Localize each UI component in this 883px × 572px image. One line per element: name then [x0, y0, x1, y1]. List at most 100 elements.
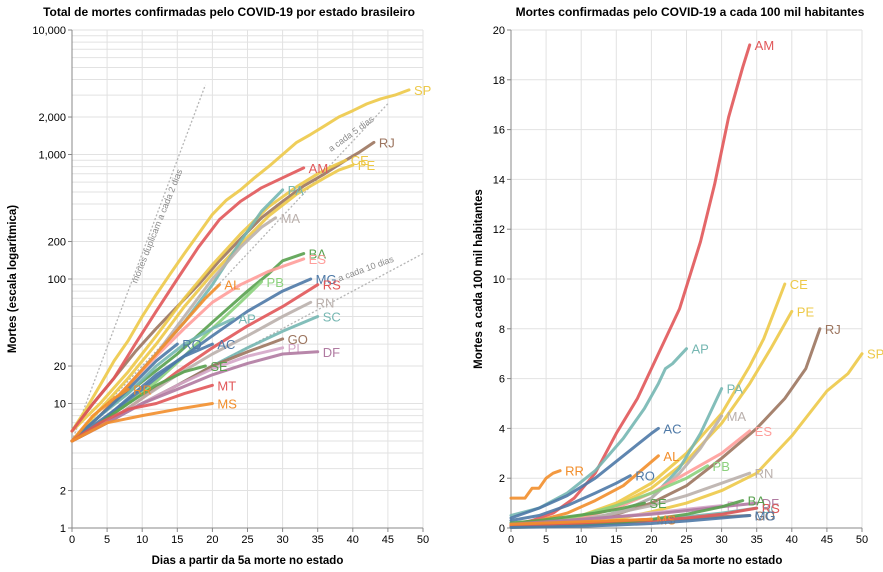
x-tick-label: 50: [417, 534, 429, 546]
series-label-al: AL: [663, 449, 679, 464]
series-line-rr: [509, 469, 562, 500]
series-line-ms: [70, 402, 214, 443]
series-label-mg: MG: [316, 272, 337, 287]
series-label-se: SE: [210, 359, 228, 374]
series-line-mg: [509, 514, 752, 529]
series-line-rj: [70, 140, 376, 433]
x-tick-label: 5: [543, 534, 549, 546]
series-line-df: [70, 350, 320, 443]
x-tick-label: 45: [821, 534, 833, 546]
series-line-se: [509, 501, 646, 525]
y-tick-label: 2: [499, 473, 505, 485]
series-line-ce: [70, 158, 348, 433]
series-label-sp: SP: [414, 83, 431, 98]
series-label-pe: PE: [797, 304, 815, 319]
grid-lines: [71, 29, 424, 529]
series-line-ro: [509, 474, 632, 522]
x-tick-label: 0: [508, 534, 514, 546]
x-tick-label: 40: [786, 534, 798, 546]
series-label-sc: SC: [762, 501, 780, 516]
series-label-am: AM: [755, 38, 775, 53]
y-tick-label: 10: [493, 274, 505, 286]
series-label-pa: PA: [727, 382, 744, 397]
x-axis-title: Dias a partir da 5a morte no estado: [591, 555, 783, 567]
series-label-rr: RR: [133, 382, 152, 397]
series-label-go: GO: [755, 509, 775, 524]
x-tick-label: 25: [680, 534, 692, 546]
x-tick-label: 30: [715, 534, 727, 546]
y-axis-title: Mortes (escala logarítmica): [7, 205, 19, 353]
series-label-ma: MA: [281, 211, 301, 226]
series-label-al: AL: [224, 278, 240, 293]
series-label-ce: CE: [351, 153, 369, 168]
y-tick-label: 10,000: [32, 25, 66, 37]
log-deaths-chart: Total de mortes confirmadas pelo COVID-1…: [7, 5, 431, 567]
y-tick-label: 100: [48, 274, 66, 286]
chart-title: Mortes confirmadas pelo COVID-19 a cada …: [516, 5, 865, 19]
x-tick-label: 10: [136, 534, 148, 546]
series-label-rj: RJ: [825, 322, 841, 337]
y-tick-label: 8: [499, 324, 505, 336]
series-label-sp: SP: [867, 347, 883, 362]
series-label-sc: SC: [323, 309, 341, 324]
y-axis-title: Mortes a cada 100 mil habitantes: [473, 189, 485, 369]
x-tick-label: 50: [856, 534, 868, 546]
series-label-ro: RO: [182, 337, 202, 352]
series-label-pe: PE: [358, 158, 376, 173]
x-tick-label: 20: [645, 534, 657, 546]
y-tick-label: 20: [54, 361, 66, 373]
y-tick-label: 2: [60, 486, 66, 498]
reference-line: [71, 84, 206, 442]
series-label-rr: RR: [565, 464, 584, 479]
series-label-pb: PB: [713, 459, 730, 474]
series-line-pe: [70, 163, 355, 443]
x-tick-label: 45: [382, 534, 394, 546]
x-tick-label: 30: [276, 534, 288, 546]
y-tick-label: 6: [499, 374, 505, 386]
x-tick-label: 10: [575, 534, 587, 546]
y-tick-label: 1,000: [38, 150, 66, 162]
series-label-rn: RN: [755, 466, 774, 481]
y-tick-label: 20: [493, 25, 505, 37]
reference-line: [71, 103, 389, 442]
series-label-rs: RS: [323, 278, 341, 293]
series-label-ac: AC: [217, 337, 235, 352]
series-label-mg: MG: [755, 509, 776, 524]
series-line-ms: [509, 517, 653, 526]
series-line-am: [70, 166, 306, 433]
series-line-sp: [70, 88, 411, 433]
y-tick-label: 2,000: [38, 112, 66, 124]
y-tick-label: 4: [499, 423, 505, 435]
series-line-mt: [70, 383, 214, 443]
series-label-ap: AP: [238, 312, 255, 327]
series-line-rr: [70, 387, 130, 443]
series-label-mt: MT: [217, 378, 236, 393]
series-label-rj: RJ: [379, 135, 395, 150]
y-tick-label: 10: [54, 399, 66, 411]
series-label-df: DF: [762, 496, 779, 511]
series-line-ac: [509, 426, 660, 520]
y-tick-label: 16: [493, 125, 505, 137]
x-tick-label: 15: [610, 534, 622, 546]
series-label-ms: MS: [656, 512, 676, 527]
chart-title: Total de mortes confirmadas pelo COVID-1…: [43, 5, 415, 19]
y-tick-label: 200: [48, 237, 66, 249]
x-tick-label: 0: [69, 534, 75, 546]
series-label-ma: MA: [727, 409, 747, 424]
series-label-se: SE: [649, 496, 667, 511]
x-tick-label: 20: [206, 534, 218, 546]
series-label-ba: BA: [309, 247, 327, 262]
x-tick-label: 40: [347, 534, 359, 546]
series-label-pb: PB: [267, 275, 284, 290]
series-label-ba: BA: [748, 494, 766, 509]
y-tick-label: 14: [493, 174, 505, 186]
y-tick-label: 18: [493, 75, 505, 87]
series-label-ro: RO: [635, 469, 655, 484]
x-axis-title: Dias a partir da 5a morte no estado: [152, 555, 344, 567]
series-label-go: GO: [288, 332, 308, 347]
series-label-rs: RS: [762, 501, 780, 516]
series-label-pa: PA: [288, 183, 305, 198]
